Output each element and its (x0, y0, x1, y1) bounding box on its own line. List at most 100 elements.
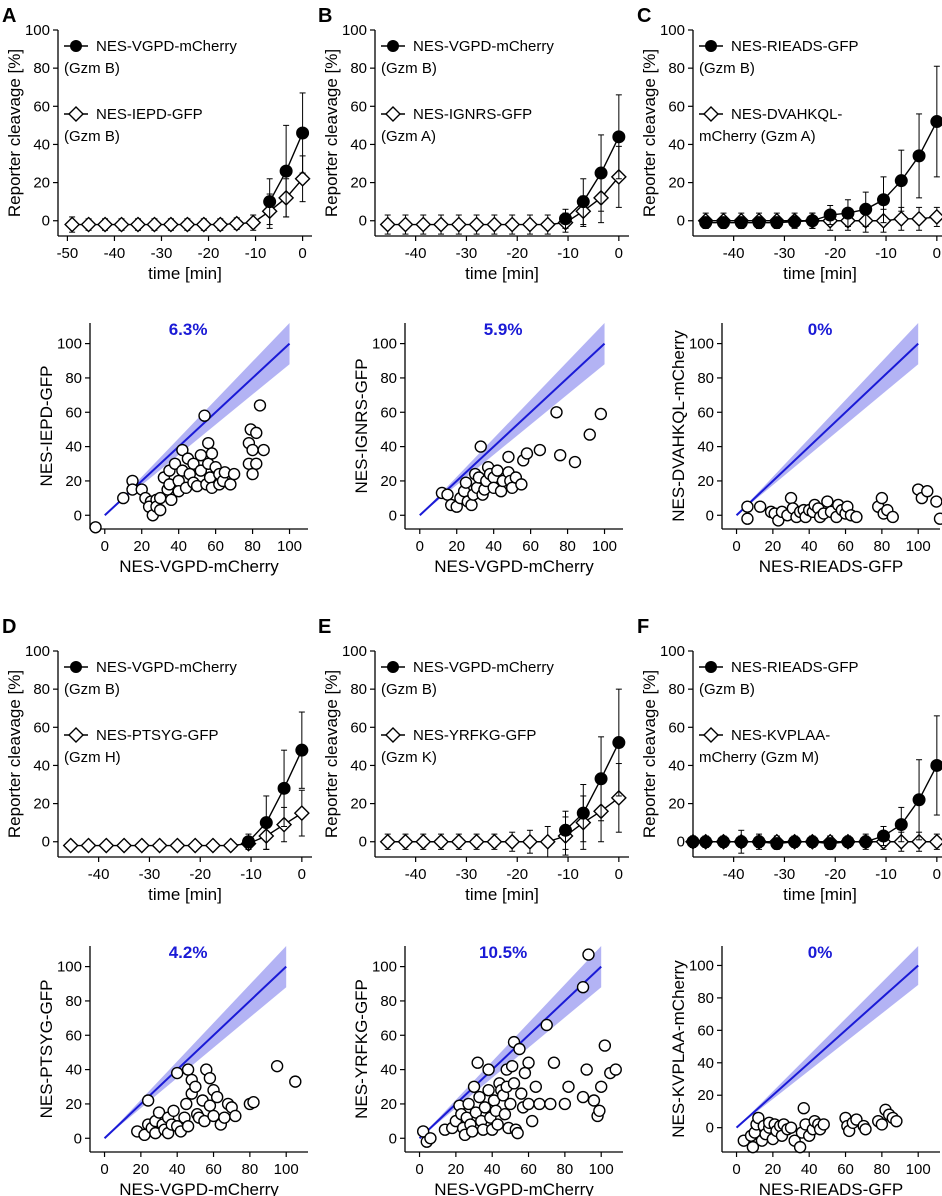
y-tick-label: 60 (65, 404, 82, 421)
y-tick-label: 80 (33, 681, 50, 698)
data-point-filled (699, 835, 713, 849)
x-tick-label: 40 (801, 1161, 818, 1178)
y-tick-label: 60 (33, 719, 50, 736)
legend-label: NES-IEPD-GFP (96, 106, 203, 123)
x-tick-label: 40 (170, 538, 187, 555)
legend-sublabel: (Gzm B) (381, 60, 437, 77)
legend-sublabel: (Gzm B) (64, 128, 120, 145)
series-diamond (379, 145, 627, 235)
x-tick-label: -40 (104, 245, 126, 262)
data-point-diamond (928, 833, 942, 850)
scatter-point (547, 1056, 561, 1069)
data-point-diamond (187, 837, 204, 854)
legend-label: NES-RIEADS-GFP (731, 38, 859, 55)
x-axis-label: time [min] (783, 264, 857, 283)
scatter-point (253, 399, 267, 412)
data-point-filled (716, 835, 730, 849)
scatter-point (117, 491, 130, 505)
legend-label: NES-VGPD-mCherry (96, 659, 237, 676)
x-tick-label: 80 (874, 538, 891, 555)
y-tick-label: 80 (33, 60, 50, 77)
legend-sublabel: (Gzm B) (381, 681, 437, 698)
y-tick-label: 40 (380, 1062, 397, 1079)
scatter-point (498, 1108, 512, 1121)
data-point-diamond (97, 216, 114, 233)
y-tick-label: 60 (668, 719, 685, 736)
data-point-filled (841, 835, 855, 849)
data-point-filled (770, 216, 784, 230)
data-point-diamond (504, 216, 521, 233)
data-point-diamond (610, 789, 627, 806)
data-point-diamond (98, 837, 115, 854)
y-tick-label: 20 (380, 1096, 397, 1113)
data-point-filled (770, 837, 784, 851)
scatter-point (424, 1132, 437, 1145)
x-tick-label: -20 (189, 866, 211, 883)
scatter-point (187, 457, 200, 470)
scatter-point (491, 464, 504, 477)
x-tick-label: -30 (774, 866, 796, 883)
y-tick-label: 0 (677, 213, 685, 230)
y-tick-label: 20 (668, 796, 685, 813)
legend-marker-diamond (68, 106, 84, 122)
scatter-point (246, 443, 259, 457)
data-point-filled (912, 793, 926, 807)
data-point-filled (295, 743, 309, 757)
scatter-panel-a-scatter: 0 20 40 60 80 100 0 20 40 60 80 100 NES-VGPD-mCherry… (37, 320, 308, 576)
x-tick-label: -20 (198, 245, 220, 262)
y-axis-label: Reporter cleavage [%] (322, 670, 341, 838)
legend-label: NES-PTSYG-GFP (96, 727, 219, 744)
scatter-point (141, 1094, 155, 1107)
scatter-point (227, 467, 241, 481)
scatter-point (467, 1080, 481, 1093)
x-tick-label: -40 (405, 866, 427, 883)
scatter-point (529, 1080, 542, 1093)
y-tick-label: 40 (65, 439, 82, 456)
x-tick-label: -30 (774, 245, 796, 262)
scatter-point (210, 1090, 224, 1104)
data-point-filled (877, 193, 890, 207)
series-circle (263, 92, 310, 226)
x-tick-label: 100 (592, 538, 617, 555)
data-point-diamond (162, 216, 179, 233)
scatter-point (580, 1063, 593, 1076)
panel-letter-d: D (2, 616, 16, 638)
scatter-point (441, 488, 454, 501)
data-point-filled (296, 126, 310, 140)
scatter-point (821, 495, 834, 508)
scatter-point (471, 1056, 484, 1069)
data-point-filled (859, 202, 873, 216)
data-point-filled (788, 215, 802, 229)
y-tick-label: 20 (697, 1087, 714, 1104)
data-point-filled (734, 835, 748, 849)
scatter-point (753, 500, 767, 513)
y-tick-label: 100 (372, 336, 397, 353)
data-point-filled (576, 806, 590, 820)
data-point-diamond (415, 216, 432, 233)
data-point-diamond (486, 833, 503, 850)
x-tick-label: -50 (57, 245, 79, 262)
y-tick-label: 20 (65, 1096, 82, 1113)
y-tick-label: 100 (660, 22, 685, 39)
scatter-point (875, 1118, 889, 1131)
legend-marker-filled (387, 661, 399, 673)
data-point-diamond (468, 833, 485, 850)
scatter-point (582, 948, 595, 961)
legend-marker-diamond (68, 727, 84, 743)
scatter-point (522, 1097, 535, 1111)
y-tick-label: 60 (380, 1027, 397, 1044)
scatter-point (576, 1090, 590, 1104)
data-point-filled (594, 166, 608, 180)
y-tick-label: 60 (350, 98, 367, 115)
y-tick-label: 60 (380, 404, 397, 421)
scatter-point (491, 1118, 504, 1131)
data-point-filled (559, 212, 572, 226)
series-diamond (697, 206, 942, 233)
x-tick-label: 60 (522, 538, 539, 555)
y-tick-label: 20 (350, 796, 367, 813)
data-point-diamond (245, 214, 262, 231)
timecourse-panel-f: 0 20 40 60 80 100 -40 -30 -20 -10 0 time [min] Repor… (640, 643, 942, 904)
y-tick-label: 100 (660, 643, 685, 660)
